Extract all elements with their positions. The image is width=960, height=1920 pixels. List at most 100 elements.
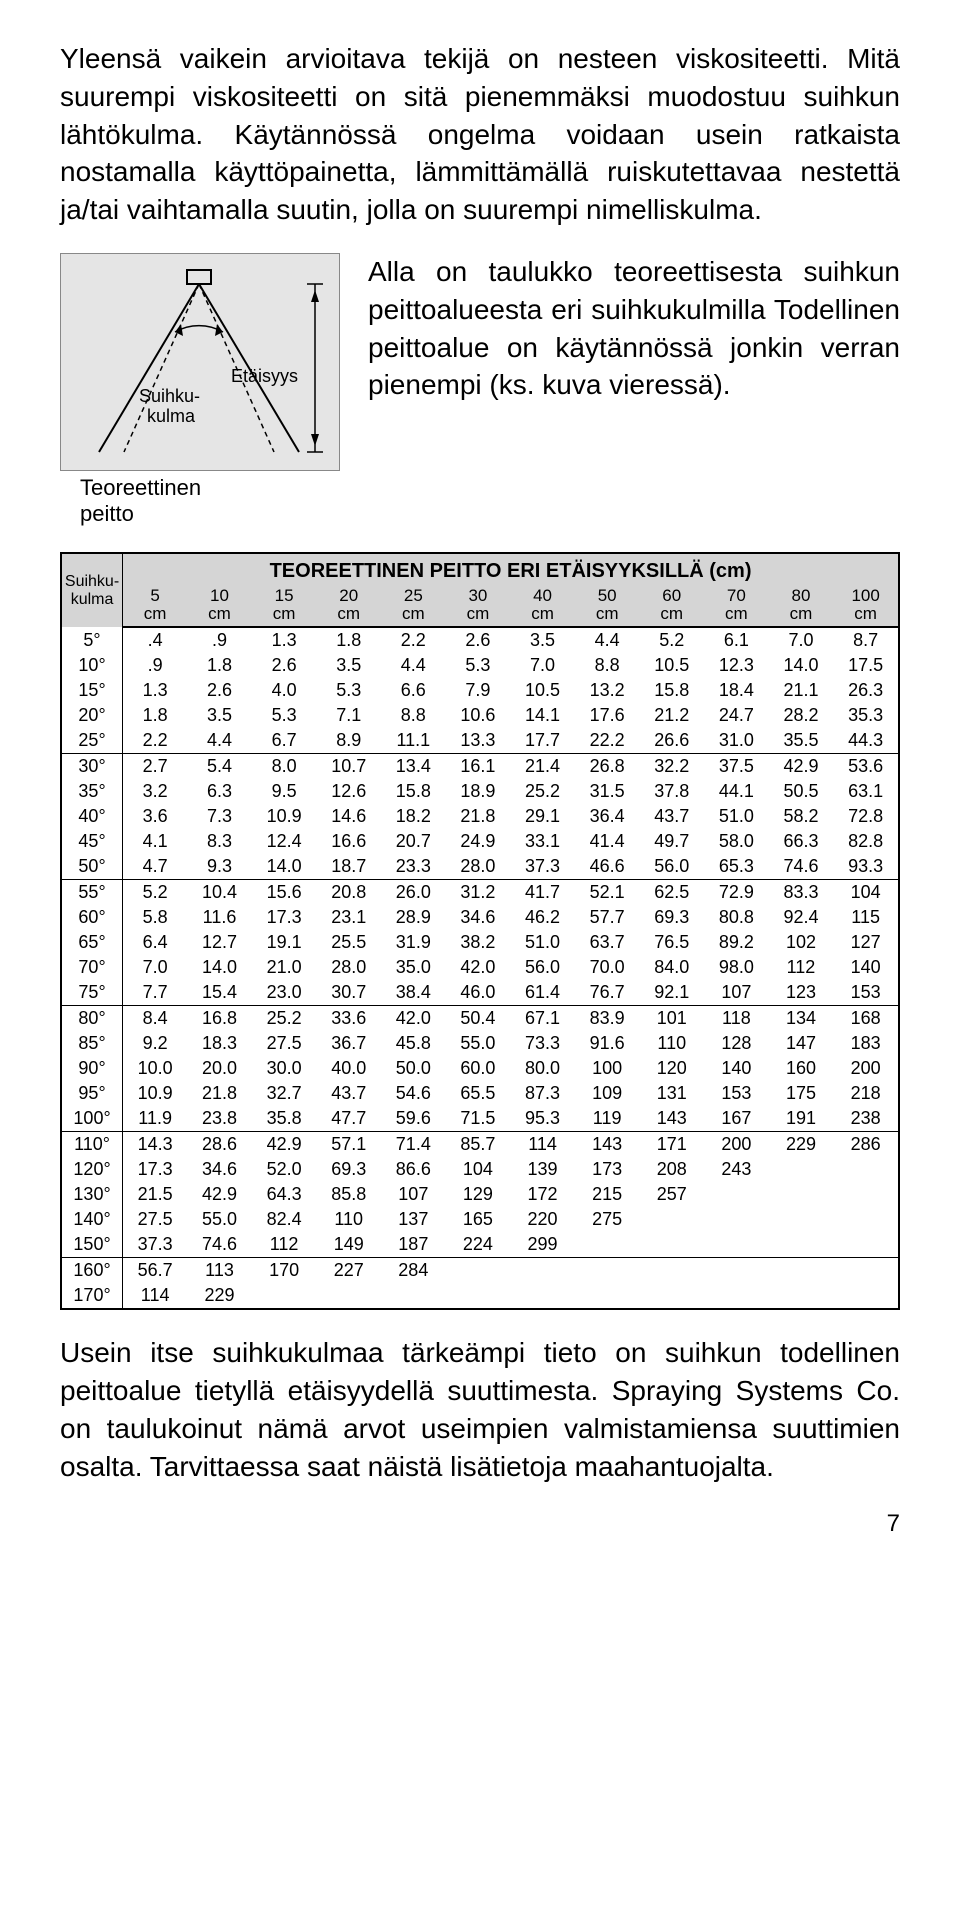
table-value-cell: 5.3 <box>446 653 511 678</box>
table-value-cell: 143 <box>639 1106 704 1132</box>
table-value-cell: 10.5 <box>510 678 575 703</box>
table-value-cell: 224 <box>446 1232 511 1258</box>
table-value-cell: 64.3 <box>252 1182 317 1207</box>
table-value-cell: 118 <box>704 1006 769 1032</box>
table-value-cell: 53.6 <box>833 754 898 780</box>
table-value-cell: 24.7 <box>704 703 769 728</box>
table-value-cell: 8.3 <box>187 829 252 854</box>
table-value-cell: 299 <box>510 1232 575 1258</box>
table-value-cell: 38.2 <box>446 930 511 955</box>
table-value-cell: 42.9 <box>187 1182 252 1207</box>
table-value-cell: 131 <box>639 1081 704 1106</box>
table-value-cell: 8.8 <box>381 703 446 728</box>
table-value-cell: 26.6 <box>639 728 704 754</box>
table-value-cell: 2.6 <box>446 627 511 653</box>
table-value-cell: 21.2 <box>639 703 704 728</box>
table-value-cell: 1.8 <box>187 653 252 678</box>
table-value-cell: 8.4 <box>123 1006 188 1032</box>
table-angle-cell: 160° <box>62 1258 123 1284</box>
diagram-angle-label-1: Suihku- <box>139 386 200 406</box>
table-value-cell <box>769 1157 834 1182</box>
table-dist-header: 5cm <box>123 585 188 628</box>
table-value-cell: 171 <box>639 1132 704 1158</box>
table-value-cell: 153 <box>704 1081 769 1106</box>
table-value-cell: 102 <box>769 930 834 955</box>
table-value-cell: 23.1 <box>316 905 381 930</box>
table-angle-cell: 85° <box>62 1031 123 1056</box>
table-value-cell: 137 <box>381 1207 446 1232</box>
table-value-cell: 15.4 <box>187 980 252 1006</box>
table-value-cell: 62.5 <box>639 880 704 906</box>
table-value-cell: 11.6 <box>187 905 252 930</box>
table-value-cell: 6.4 <box>123 930 188 955</box>
table-value-cell <box>833 1207 898 1232</box>
spray-diagram-svg: Suihku- kulma Etäisyys <box>69 262 329 462</box>
table-value-cell: 10.4 <box>187 880 252 906</box>
table-value-cell <box>769 1207 834 1232</box>
table-dist-header: 60cm <box>639 585 704 628</box>
table-value-cell: 14.0 <box>252 854 317 880</box>
intro-paragraph: Yleensä vaikein arvioitava tekijä on nes… <box>60 40 900 229</box>
table-value-cell: 100 <box>575 1056 640 1081</box>
table-value-cell <box>833 1182 898 1207</box>
table-value-cell: 52.0 <box>252 1157 317 1182</box>
table-value-cell: 1.8 <box>123 703 188 728</box>
table-angle-cell: 90° <box>62 1056 123 1081</box>
table-value-cell: 21.8 <box>187 1081 252 1106</box>
table-angle-cell: 65° <box>62 930 123 955</box>
table-value-cell <box>639 1283 704 1308</box>
table-value-cell: 22.2 <box>575 728 640 754</box>
table-dist-header: 100cm <box>833 585 898 628</box>
table-value-cell: 110 <box>316 1207 381 1232</box>
table-value-cell: 16.1 <box>446 754 511 780</box>
table-value-cell: 275 <box>575 1207 640 1232</box>
table-value-cell: 1.3 <box>123 678 188 703</box>
table-value-cell: 25.2 <box>510 779 575 804</box>
table-value-cell: 56.7 <box>123 1258 188 1284</box>
table-value-cell: 140 <box>704 1056 769 1081</box>
table-value-cell: 21.0 <box>252 955 317 980</box>
table-value-cell: 76.5 <box>639 930 704 955</box>
table-value-cell: 37.3 <box>510 854 575 880</box>
table-value-cell: 13.3 <box>446 728 511 754</box>
table-value-cell: 35.5 <box>769 728 834 754</box>
table-value-cell: 42.0 <box>381 1006 446 1032</box>
table-value-cell: 3.5 <box>316 653 381 678</box>
table-value-cell: 82.4 <box>252 1207 317 1232</box>
table-value-cell: 42.0 <box>446 955 511 980</box>
table-value-cell: 80.8 <box>704 905 769 930</box>
table-value-cell: 2.7 <box>123 754 188 780</box>
table-value-cell <box>833 1283 898 1308</box>
table-value-cell: 113 <box>187 1258 252 1284</box>
table-value-cell: 10.9 <box>123 1081 188 1106</box>
table-value-cell: 9.2 <box>123 1031 188 1056</box>
table-value-cell: 73.3 <box>510 1031 575 1056</box>
table-value-cell: 119 <box>575 1106 640 1132</box>
page-number: 7 <box>60 1510 900 1538</box>
table-value-cell: 13.2 <box>575 678 640 703</box>
table-value-cell: 104 <box>833 880 898 906</box>
table-value-cell: 60.0 <box>446 1056 511 1081</box>
table-value-cell: 3.5 <box>510 627 575 653</box>
table-value-cell: 30.7 <box>316 980 381 1006</box>
table-value-cell <box>575 1258 640 1284</box>
table-value-cell: 109 <box>575 1081 640 1106</box>
table-value-cell: 42.9 <box>769 754 834 780</box>
table-value-cell: 10.9 <box>252 804 317 829</box>
table-value-cell: 120 <box>639 1056 704 1081</box>
table-value-cell: 25.2 <box>252 1006 317 1032</box>
table-angle-cell: 30° <box>62 754 123 780</box>
table-value-cell: 17.3 <box>123 1157 188 1182</box>
table-angle-cell: 50° <box>62 854 123 880</box>
table-value-cell: 2.2 <box>381 627 446 653</box>
table-value-cell: 16.6 <box>316 829 381 854</box>
table-value-cell: 26.8 <box>575 754 640 780</box>
table-value-cell: 91.6 <box>575 1031 640 1056</box>
table-value-cell: 17.3 <box>252 905 317 930</box>
table-angle-cell: 75° <box>62 980 123 1006</box>
table-value-cell: 43.7 <box>639 804 704 829</box>
table-value-cell: 85.7 <box>446 1132 511 1158</box>
table-value-cell <box>833 1258 898 1284</box>
table-value-cell: 21.4 <box>510 754 575 780</box>
table-value-cell: 6.7 <box>252 728 317 754</box>
